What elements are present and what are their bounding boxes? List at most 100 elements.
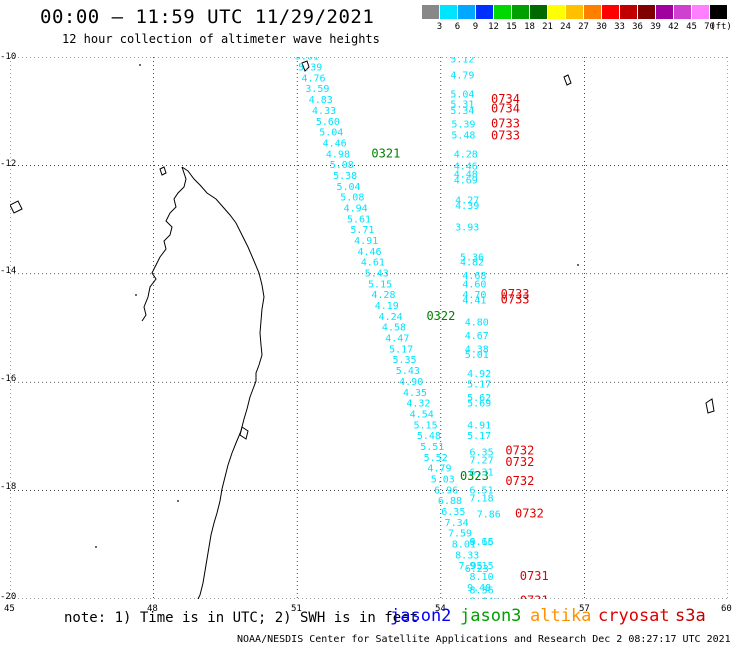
swh-value: 4.82 <box>460 258 484 269</box>
swh-value: 5.43 <box>396 366 420 377</box>
swh-value: 4.41 <box>462 296 486 307</box>
legend-label: 15 <box>506 22 517 32</box>
page-title: 00:00 – 11:59 UTC 11/29/2021 <box>40 6 375 28</box>
swh-value: 5.17 <box>389 344 413 355</box>
legend-label: 12 <box>488 22 499 32</box>
legend-label: 42 <box>668 22 679 32</box>
island-dot <box>177 500 179 502</box>
swh-value: 5.04 <box>336 182 360 193</box>
legend-label: 33 <box>614 22 625 32</box>
swh-value: 5.01 <box>465 350 489 361</box>
swh-value: 5.12 <box>450 57 474 65</box>
legend-label: 24 <box>560 22 571 32</box>
legend-swatch <box>566 5 583 19</box>
swh-value: 4.48 <box>454 169 478 180</box>
time-label: 0322 <box>426 309 455 323</box>
swh-value: 6.35 <box>441 507 465 518</box>
time-label: 0320 <box>328 57 357 60</box>
legend-swatch <box>710 5 727 19</box>
lat-tick-label: -20 <box>0 592 17 602</box>
time-label: 0733 <box>501 287 530 301</box>
legend-swatch <box>638 5 655 19</box>
swh-value: 4.32 <box>406 399 430 410</box>
note-text: note: 1) Time is in UTC; 2) SWH is in fe… <box>64 610 419 626</box>
swh-value: 4.80 <box>465 317 489 328</box>
legend-jason2: jason2 <box>390 606 452 626</box>
swh-value: 5.62 <box>467 393 491 404</box>
legend-swatch <box>584 5 601 19</box>
swh-value: 7.86 <box>477 510 501 521</box>
time-label: 0731 <box>520 569 549 583</box>
swh-value: 4.46 <box>358 247 382 258</box>
lon-tick-label: 57 <box>579 604 590 614</box>
swh-value: 3.59 <box>305 84 329 95</box>
legend-swatch <box>620 5 637 19</box>
swh-value: 5.35 <box>392 355 416 366</box>
time-label: 0732 <box>505 455 534 469</box>
swh-value: 5.39 <box>298 63 322 74</box>
swh-value: 4.90 <box>399 377 423 388</box>
lat-tick-label: -18 <box>0 482 17 492</box>
lon-tick-label: 54 <box>435 604 446 614</box>
swh-value: 5.08 <box>340 193 364 204</box>
swh-value: 7.27 <box>470 456 494 467</box>
legend-swatch <box>656 5 673 19</box>
swh-value: 4.33 <box>312 106 336 117</box>
color-legend: 3 6 9 12 15 18 21 24 27 30 33 36 39 42 4… <box>422 5 732 35</box>
legend-s3a: s3a <box>675 606 706 626</box>
swh-value: 6.88 <box>438 496 462 507</box>
swh-value: 4.28 <box>454 149 478 160</box>
madagascar-islet <box>239 426 249 440</box>
swh-value: 5.17 <box>467 380 491 391</box>
swh-value: 4.39 <box>455 201 479 212</box>
swh-value: 4.68 <box>462 271 486 282</box>
legend-altika: altika <box>530 606 592 626</box>
madagascar-islet <box>10 200 23 214</box>
swh-value: 5.38 <box>333 171 357 182</box>
legend-label: 9 <box>472 22 479 32</box>
legend-swatch <box>512 5 529 19</box>
swh-value: 4.58 <box>382 323 406 334</box>
legend-label: 18 <box>524 22 535 32</box>
time-label: 0732 <box>505 474 534 488</box>
swh-value: 4.83 <box>309 95 333 106</box>
legend-label: 36 <box>632 22 643 32</box>
legend-swatch <box>440 5 457 19</box>
swh-value: 5.71 <box>350 225 374 236</box>
time-label: 0733 <box>491 116 520 130</box>
swh-value: 8.64 <box>470 596 494 599</box>
swh-value: 9.15 <box>470 561 494 572</box>
island-dot <box>139 64 141 66</box>
swh-value: 3.61 <box>295 57 319 63</box>
swh-value: 6.35 <box>470 447 494 458</box>
swh-value: 5.51 <box>420 442 444 453</box>
swh-value: 5.39 <box>451 119 475 130</box>
coastline <box>10 60 715 599</box>
lat-tick-label: -12 <box>0 159 17 169</box>
swh-value: 5.69 <box>467 399 491 410</box>
swh-value: 5.36 <box>460 252 484 263</box>
lat-tick-label: -16 <box>0 374 17 384</box>
swh-value: 3.93 <box>455 222 479 233</box>
swh-value: 5.31 <box>450 99 474 110</box>
swh-value: 5.08 <box>330 160 354 171</box>
swh-value: 5.17 <box>467 431 491 442</box>
time-label: 0323 <box>460 469 489 483</box>
island-dot <box>95 546 97 548</box>
swh-value: 6.96 <box>434 485 458 496</box>
island <box>301 60 310 72</box>
swh-value: 4.19 <box>375 301 399 312</box>
swh-value: 4.46 <box>454 162 478 173</box>
madagascar-islet <box>159 166 167 176</box>
swh-value: 9.16 <box>470 537 494 548</box>
swh-value: 4.91 <box>467 420 491 431</box>
swh-value: 4.61 <box>361 258 385 269</box>
swh-value: 4.38 <box>465 344 489 355</box>
time-label: 0732 <box>515 507 544 521</box>
madagascar-coastline <box>181 166 265 599</box>
madagascar-west-coastline <box>141 166 187 322</box>
swh-value: 4.69 <box>454 175 478 186</box>
island-dot <box>577 264 579 266</box>
legend-label: 6 <box>454 22 461 32</box>
swh-value: 5.04 <box>319 128 343 139</box>
